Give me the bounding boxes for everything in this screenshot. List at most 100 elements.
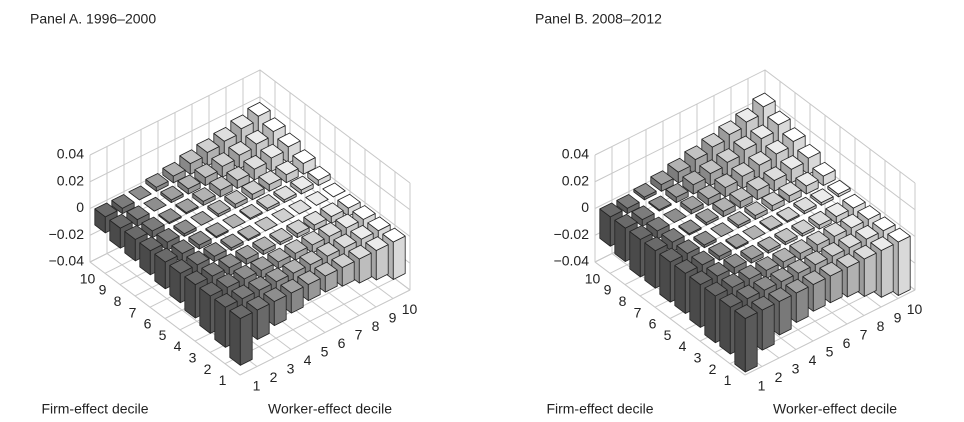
y-tick-label: 5: [664, 327, 672, 343]
bar-top: [752, 92, 776, 108]
bar-top: [616, 194, 640, 209]
bar-top: [162, 161, 186, 177]
bar-top: [729, 187, 753, 202]
bar: [286, 219, 310, 239]
bar-top: [842, 193, 866, 209]
bar: [205, 222, 229, 239]
bar-top: [288, 199, 312, 215]
bar-top: [171, 239, 195, 254]
bar-top: [337, 193, 361, 209]
bar-top: [887, 227, 911, 243]
x-tick-label: 3: [792, 360, 800, 376]
bar-top: [352, 205, 376, 220]
x-tick-label: 5: [826, 343, 834, 359]
bar: [631, 205, 655, 227]
bar-top: [175, 198, 199, 213]
bar-top: [228, 140, 252, 156]
bar-top: [260, 143, 284, 159]
bar-top: [742, 225, 766, 240]
bar: [297, 270, 321, 301]
bar-side: [704, 287, 716, 344]
bar: [256, 194, 280, 212]
bar-top: [802, 270, 826, 285]
bar-side: [734, 310, 746, 373]
bar-side: [689, 276, 701, 328]
x-tick-label: 3: [287, 360, 295, 376]
z-tick-label: 0.04: [57, 146, 84, 162]
bar-top: [731, 162, 755, 177]
x-tick-label: 9: [389, 309, 397, 325]
y-tick-label: 9: [604, 282, 612, 298]
bar-top: [693, 230, 717, 246]
bar-top: [714, 173, 738, 188]
bar: [791, 219, 815, 237]
x-tick-label: 1: [253, 377, 261, 393]
bar-top: [299, 250, 323, 266]
bar-top: [819, 261, 843, 277]
bar-top: [196, 138, 220, 153]
bar-top: [682, 170, 706, 186]
bar-top: [776, 206, 800, 222]
bar-top: [753, 275, 777, 291]
bar: [275, 160, 299, 184]
bar-top: [239, 203, 263, 219]
bar-top: [767, 110, 791, 126]
bar: [233, 264, 257, 291]
bar-top: [678, 219, 702, 235]
bar-top: [736, 284, 760, 300]
x-tick-label: 10: [402, 301, 418, 317]
z-tick-label: 0.02: [57, 172, 84, 188]
bar-top: [213, 127, 237, 142]
bar: [196, 138, 220, 167]
bar-side: [719, 298, 731, 355]
bar-side: [229, 310, 241, 366]
bar-top: [314, 261, 338, 277]
bar: [644, 236, 668, 289]
grid-line: [89, 96, 411, 211]
bar-top: [305, 191, 329, 206]
bar: [269, 227, 293, 246]
bar: [740, 244, 764, 264]
bar-top: [691, 250, 715, 266]
x-tick-label: 2: [270, 369, 278, 385]
bar-top: [222, 213, 246, 229]
bar: [746, 176, 770, 201]
bar: [171, 239, 195, 264]
x-tick-label: 8: [372, 318, 380, 334]
bar-top: [209, 175, 233, 191]
bar-top: [872, 216, 896, 232]
bar-top: [254, 216, 278, 232]
bar-top: [838, 233, 862, 249]
bar-top: [695, 208, 719, 223]
bar-top: [853, 244, 877, 260]
bar-top: [292, 149, 316, 164]
bar: [128, 185, 152, 201]
bar-top: [772, 247, 796, 263]
bar-top: [789, 239, 813, 254]
bar-top: [216, 273, 240, 288]
bar-top: [629, 225, 653, 240]
bar-top: [795, 171, 819, 187]
bar-top: [836, 253, 860, 268]
bar-top: [870, 236, 894, 251]
bar-top: [806, 230, 830, 246]
bar: [727, 211, 751, 229]
z-tick-label: −0.02: [554, 226, 590, 242]
floor-line: [744, 289, 916, 376]
bar: [162, 161, 186, 184]
bar: [209, 175, 233, 198]
bar-top: [791, 219, 815, 235]
bar-top: [333, 233, 357, 249]
bar: [665, 183, 689, 204]
bar-top: [235, 244, 259, 260]
bar: [761, 191, 785, 212]
bar-top: [614, 213, 638, 229]
bar-top: [301, 230, 325, 246]
bar: [827, 179, 851, 198]
bar: [273, 185, 297, 203]
bar: [795, 171, 819, 195]
bar-top: [712, 197, 736, 212]
bar: [322, 182, 346, 198]
bar: [738, 264, 762, 291]
bar-top: [734, 304, 758, 319]
